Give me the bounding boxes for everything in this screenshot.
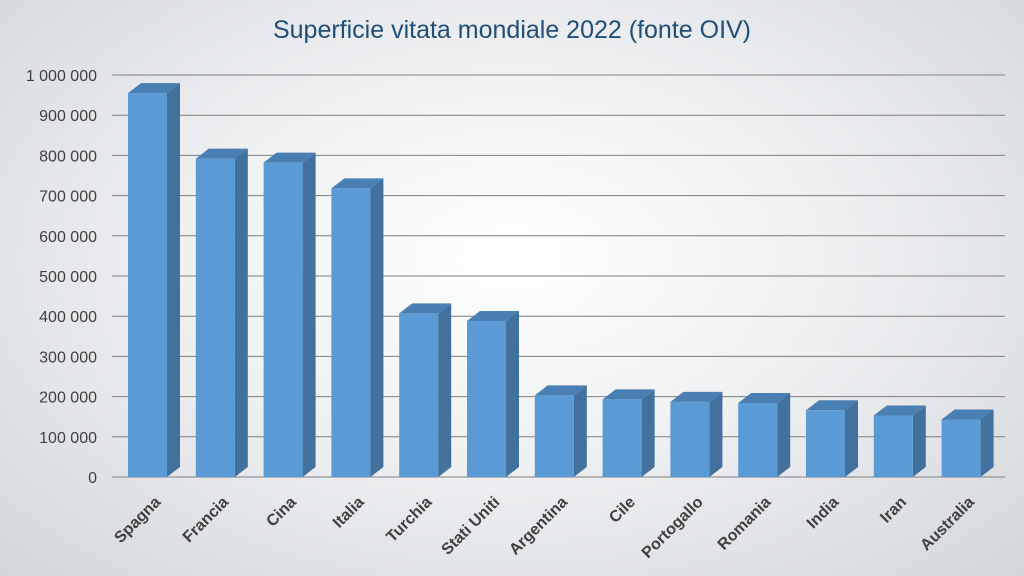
bar <box>331 178 384 477</box>
bar-side <box>845 400 858 477</box>
bar-top <box>873 405 926 416</box>
x-tick-label: Cina <box>263 494 300 531</box>
y-tick-label: 200 000 <box>39 390 97 407</box>
bar-front <box>806 410 845 477</box>
bar <box>738 393 791 477</box>
x-axis-ticks: Spagna Francia Cina Italia Turchia Stati Unit… <box>111 494 978 562</box>
x-tick-label: Francia <box>180 494 232 546</box>
bar <box>467 311 519 477</box>
bar-front <box>602 399 642 477</box>
bar-front <box>128 93 167 477</box>
bar <box>941 409 994 477</box>
bar-top <box>195 148 248 159</box>
bar-top <box>738 393 791 404</box>
bar <box>128 83 180 477</box>
y-tick-label: 1 000 000 <box>26 68 97 85</box>
y-tick-label: 700 000 <box>39 189 97 206</box>
bar-front <box>873 415 913 477</box>
bars <box>128 83 994 478</box>
bar <box>195 148 248 477</box>
bar-top <box>467 311 519 322</box>
y-tick-label: 800 000 <box>39 148 97 165</box>
x-tick-label: India <box>804 494 842 532</box>
bar-side <box>573 385 587 477</box>
bar-side <box>912 405 926 477</box>
bar-side <box>438 303 452 477</box>
y-tick-label: 0 <box>88 470 97 487</box>
y-tick-label: 100 000 <box>39 430 97 447</box>
chart-title: Superficie vitata mondiale 2022 (fonte O… <box>273 16 751 44</box>
x-tick-label: Stati Uniti <box>439 494 504 559</box>
bar-side <box>777 393 791 477</box>
bar-side <box>302 152 316 478</box>
x-tick-label: Cile <box>606 494 639 527</box>
bar-side <box>709 391 723 477</box>
bar-front <box>331 188 371 477</box>
x-tick-label: Iran <box>877 494 910 527</box>
bar-front <box>941 419 981 477</box>
bar-top <box>399 303 452 314</box>
y-tick-label: 400 000 <box>39 309 97 326</box>
y-tick-label: 900 000 <box>39 108 97 125</box>
bar <box>806 400 858 477</box>
bar-top <box>806 400 858 411</box>
y-tick-label: 600 000 <box>39 229 97 246</box>
y-axis-ticks: 0 100 000 200 000 300 000 400 000 500 000 600 … <box>26 68 97 487</box>
bar <box>399 303 452 477</box>
bar <box>670 391 723 477</box>
bar-side <box>506 311 519 477</box>
bar-top <box>602 389 655 400</box>
bar-front <box>738 403 778 477</box>
bar-top <box>670 391 723 402</box>
bar-top <box>263 152 316 163</box>
y-tick-label: 300 000 <box>39 349 97 366</box>
bar-front <box>399 313 439 477</box>
bar-top <box>331 178 384 189</box>
y-tick-label: 500 000 <box>39 269 97 286</box>
bar-front <box>263 162 303 478</box>
gridlines <box>112 74 1005 478</box>
x-tick-label: Portogallo <box>639 494 707 562</box>
bar-top <box>534 385 587 396</box>
bar-front <box>534 395 574 477</box>
bar <box>263 152 316 478</box>
bar-front <box>195 158 235 477</box>
x-tick-label: Argentina <box>506 494 571 559</box>
bar <box>602 389 655 477</box>
bar-side <box>370 178 384 477</box>
x-tick-label: Spagna <box>111 494 164 547</box>
bar-side <box>641 389 655 477</box>
bar-side <box>234 148 248 477</box>
x-tick-label: Romania <box>715 494 775 554</box>
bar-top <box>128 83 180 94</box>
bar-front <box>467 321 506 477</box>
bar <box>873 405 926 477</box>
x-tick-label: Italia <box>330 494 368 532</box>
x-tick-label: Australia <box>917 494 978 555</box>
bar-side <box>980 409 994 477</box>
bar-top <box>941 409 994 420</box>
bar-front <box>670 401 710 477</box>
bar-side <box>167 83 180 477</box>
bar <box>534 385 587 477</box>
x-tick-label: Turchia <box>383 494 435 546</box>
